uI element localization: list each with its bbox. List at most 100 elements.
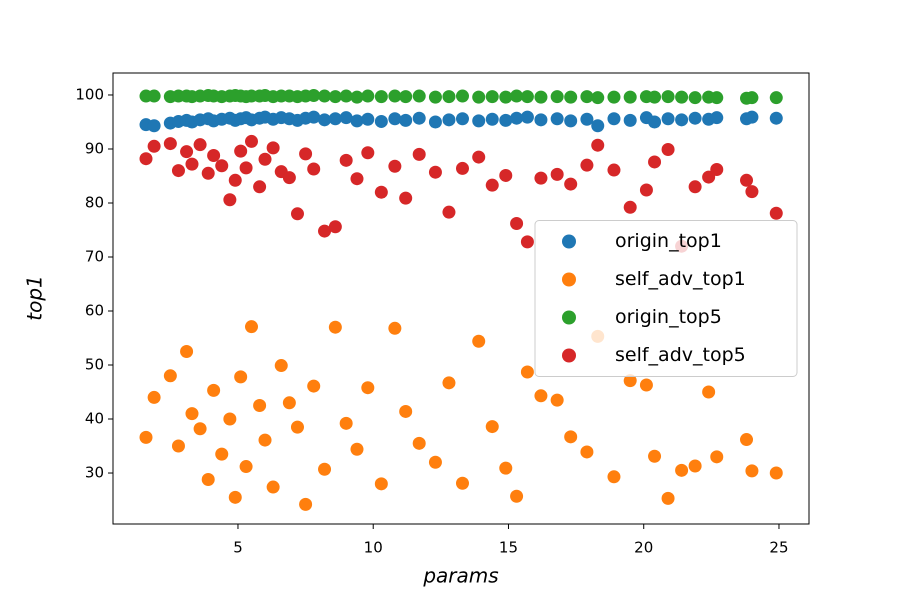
point: [591, 119, 605, 133]
point: [550, 90, 564, 104]
point: [361, 89, 375, 103]
point: [688, 180, 702, 194]
point: [258, 152, 272, 166]
x-tick-label: 20: [634, 539, 653, 557]
point: [139, 430, 153, 444]
point: [442, 90, 456, 104]
point: [374, 90, 388, 104]
point: [139, 152, 153, 166]
point: [745, 110, 759, 124]
point: [299, 497, 313, 511]
legend-label: self_adv_top1: [615, 268, 746, 290]
y-tick-label: 100: [75, 85, 104, 103]
point: [510, 217, 524, 231]
point: [180, 345, 194, 359]
point: [510, 89, 524, 103]
point: [163, 137, 177, 151]
point: [350, 172, 364, 186]
point: [339, 89, 353, 103]
point: [234, 144, 248, 158]
point: [702, 385, 716, 399]
point: [339, 153, 353, 167]
point: [472, 334, 486, 348]
point: [266, 480, 280, 494]
point: [412, 111, 426, 125]
point: [591, 138, 605, 152]
point: [745, 464, 759, 478]
point: [244, 320, 258, 334]
point: [534, 90, 548, 104]
point: [648, 449, 662, 463]
point: [623, 374, 637, 388]
point: [361, 381, 375, 395]
x-tick-label: 10: [364, 539, 383, 557]
point: [710, 91, 724, 105]
point: [769, 206, 783, 220]
point: [228, 173, 242, 187]
point: [171, 164, 185, 178]
point: [648, 90, 662, 104]
point: [550, 393, 564, 407]
point: [455, 476, 469, 490]
point: [564, 177, 578, 191]
legend-marker: [562, 272, 576, 287]
point: [253, 399, 267, 413]
point: [193, 422, 207, 436]
point: [580, 112, 594, 126]
point: [350, 442, 364, 456]
plot-frame: [112, 72, 810, 525]
point: [328, 112, 342, 126]
y-tick-label: 70: [85, 247, 104, 265]
point: [499, 113, 513, 127]
legend-label: origin_top1: [615, 230, 722, 252]
legend-marker: [562, 348, 576, 363]
legend-label: origin_top5: [615, 306, 722, 328]
point: [428, 90, 442, 104]
point: [745, 91, 759, 105]
legend: origin_top1 self_adv_top1 origin_top5 self_…: [534, 220, 798, 377]
point: [258, 433, 272, 447]
point: [520, 235, 534, 249]
point: [399, 113, 413, 127]
point: [318, 224, 332, 238]
point: [299, 147, 313, 161]
point: [564, 114, 578, 128]
point: [201, 166, 215, 180]
legend-marker: [562, 310, 576, 325]
point: [374, 185, 388, 199]
point: [520, 110, 534, 124]
point: [412, 147, 426, 161]
point: [455, 161, 469, 175]
point: [147, 390, 161, 404]
point: [374, 114, 388, 128]
point: [472, 114, 486, 128]
point: [623, 200, 637, 214]
point: [675, 463, 689, 477]
point: [661, 112, 675, 126]
point: [499, 168, 513, 182]
point: [428, 165, 442, 179]
point: [702, 170, 716, 184]
y-tick-label: 80: [85, 193, 104, 211]
point: [318, 462, 332, 476]
point: [201, 472, 215, 486]
point: [675, 113, 689, 127]
point: [307, 379, 321, 393]
point: [399, 191, 413, 205]
point: [769, 466, 783, 480]
point: [661, 143, 675, 157]
point: [485, 178, 499, 192]
point: [307, 162, 321, 176]
legend-label: self_adv_top5: [615, 344, 746, 366]
point: [428, 115, 442, 129]
point: [472, 150, 486, 164]
point: [361, 112, 375, 126]
point: [534, 113, 548, 127]
point: [193, 138, 207, 152]
point: [399, 404, 413, 418]
point: [623, 113, 637, 127]
point: [180, 145, 194, 159]
point: [207, 148, 221, 162]
point: [661, 90, 675, 104]
